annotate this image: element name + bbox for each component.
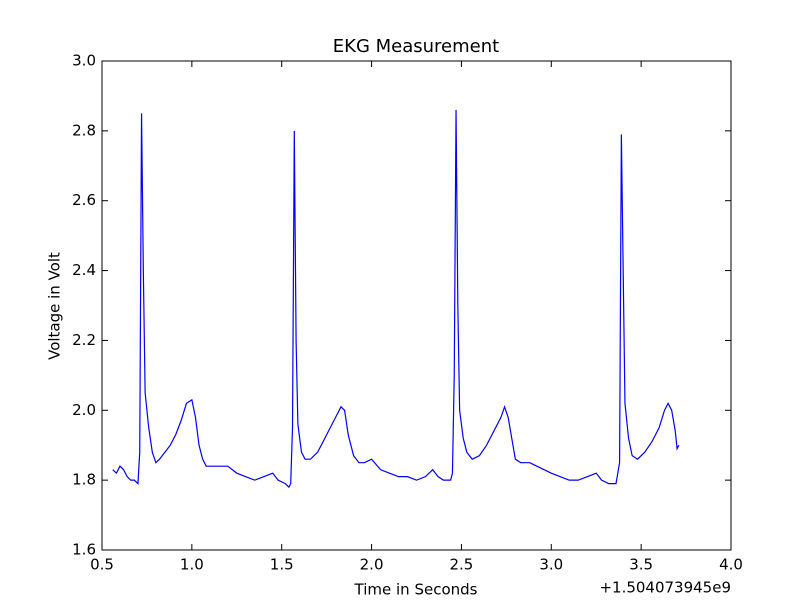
y-tick-label: 2.4 [72,261,96,279]
y-tick-label: 2.2 [72,331,96,349]
x-tick-label: 2.5 [449,556,473,574]
x-tick-label: 3.0 [539,556,563,574]
data-line [112,109,680,489]
y-tick-label: 2.8 [72,121,96,139]
y-tick-label: 1.6 [72,541,96,559]
y-axis-label: Voltage in Volt [46,252,64,360]
y-tick-label: 1.8 [72,471,96,489]
x-tick-label: 1.0 [180,556,204,574]
x-offset-label: +1.504073945e9 [599,579,731,597]
x-tick-label: 4.0 [719,556,743,574]
x-tick-label: 0.5 [90,556,114,574]
x-axis-label: Time in Seconds [354,581,478,599]
x-tick-label: 1.5 [270,556,294,574]
x-tick-label: 2.0 [360,556,384,574]
x-tick-label: 3.5 [629,556,653,574]
chart-title: EKG Measurement [333,36,499,57]
y-tick-label: 2.6 [72,191,96,209]
y-tick-label: 2.0 [72,401,96,419]
y-tick-label: 3.0 [72,52,96,70]
plot-frame [101,60,732,551]
